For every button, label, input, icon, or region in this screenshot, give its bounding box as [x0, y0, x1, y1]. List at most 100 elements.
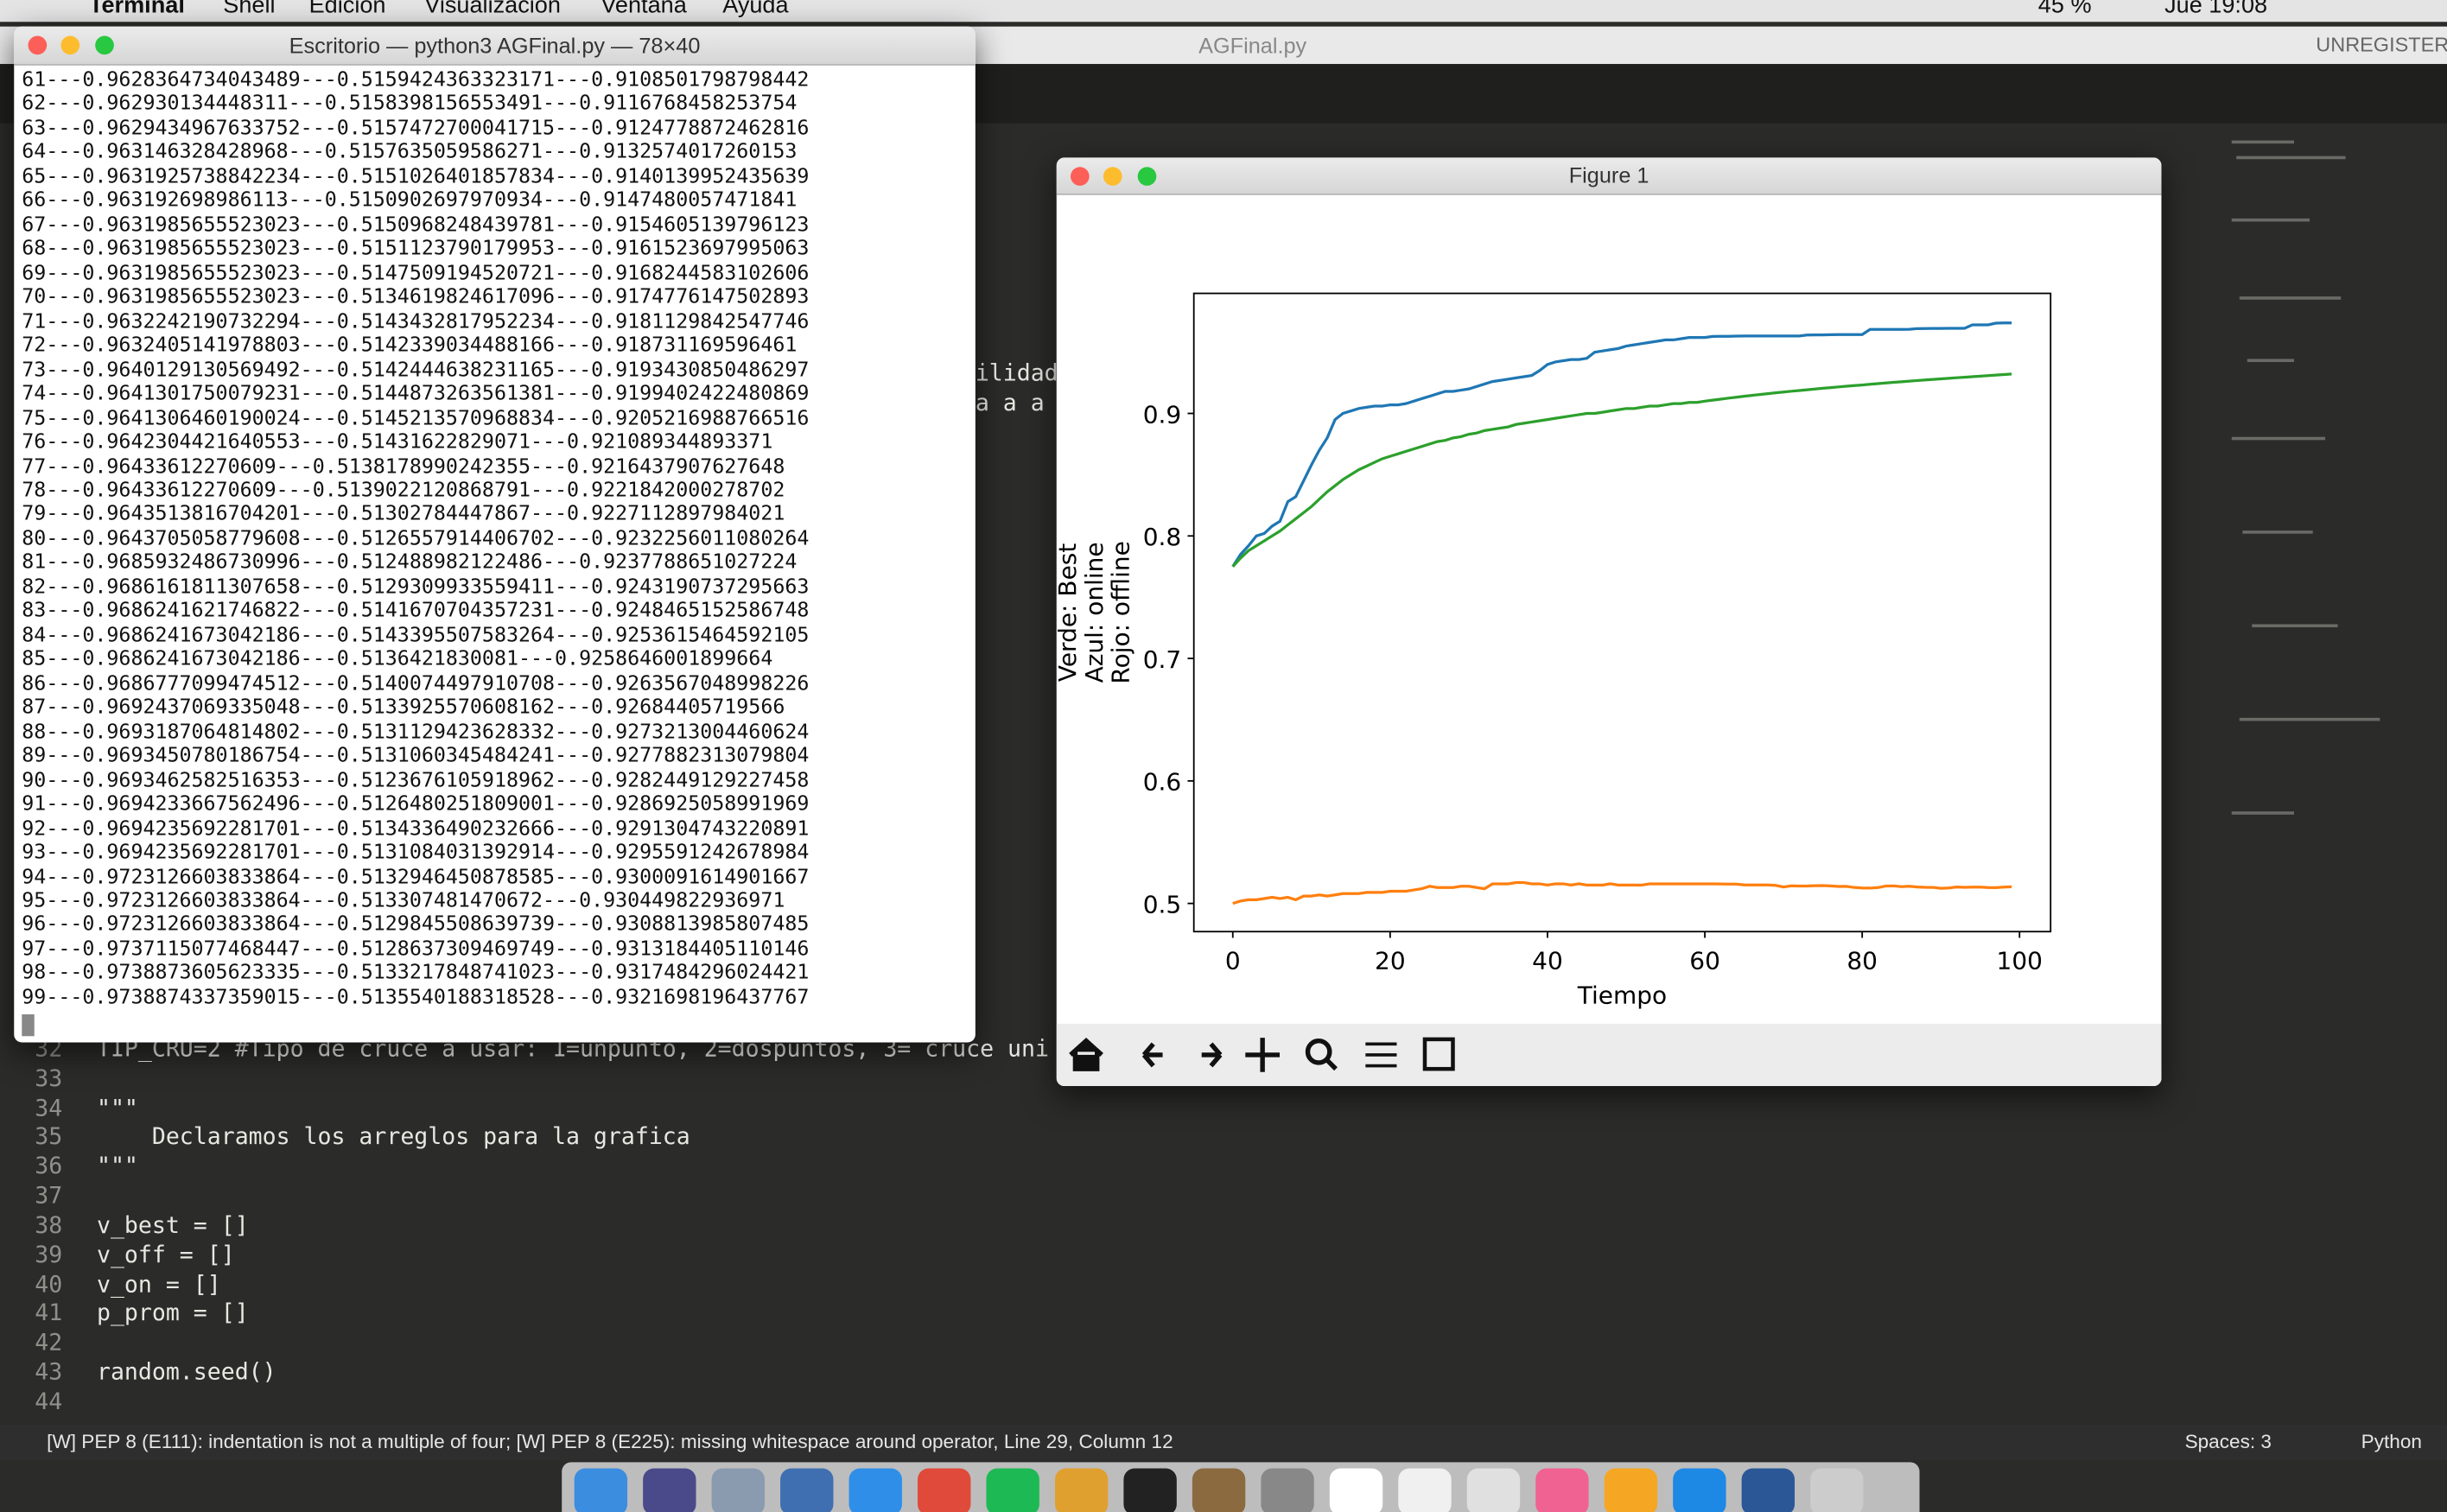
terminal-line: 85---0.9686241673042186---0.513642183008…: [22, 648, 773, 672]
home-button[interactable]: [1069, 1038, 1103, 1071]
status-bar: [W] PEP 8 (E111): indentation is not a m…: [0, 1424, 2447, 1461]
zoom-button[interactable]: [1305, 1038, 1338, 1071]
menu-item[interactable]: Ayuda: [722, 0, 789, 19]
x-tick-label: 100: [1997, 947, 2043, 975]
forward-button[interactable]: [1201, 1042, 1223, 1068]
indent-setting[interactable]: Spaces: 3: [2184, 1431, 2272, 1453]
back-button[interactable]: [1141, 1042, 1163, 1068]
code-line: v_on = []: [96, 1271, 221, 1299]
terminal-line: 94---0.9723126603833864---0.513294645087…: [22, 865, 810, 889]
terminal-line: 77---0.96433612270609---0.51381789902423…: [22, 454, 785, 479]
terminal-line: 82---0.9686161811307658---0.512930993355…: [22, 575, 810, 600]
dock-icon[interactable]: [780, 1468, 834, 1512]
terminal-line: 80---0.9643705058779608---0.512655791440…: [22, 527, 810, 551]
code-line: """: [96, 1153, 138, 1180]
dock-icon[interactable]: [711, 1468, 765, 1512]
y-tick-label: 0.9: [1143, 400, 1182, 429]
terminal-line: 68---0.9631985655523023---0.515112379017…: [22, 238, 810, 262]
dock-icon[interactable]: [1673, 1468, 1726, 1512]
dock-icon[interactable]: [1123, 1468, 1177, 1512]
menu-item[interactable]: Ventana: [601, 0, 687, 19]
figure-window: Figure 1 0.5 0.6 0.7 0.8 0.9 0 20 40 60 80 100 Tiem…: [1056, 157, 2162, 1087]
terminal-line: 93---0.9694235692281701---0.513108403139…: [22, 841, 810, 865]
syntax-setting[interactable]: Python: [2361, 1431, 2422, 1453]
cursor: [22, 1013, 35, 1037]
x-tick-label: 0: [1225, 947, 1241, 975]
minimize-button[interactable]: [60, 35, 80, 55]
dock-icon[interactable]: [1261, 1468, 1314, 1512]
y-axis-label: Verde: Best: [1057, 543, 1082, 683]
y-tick-label: 0.7: [1143, 645, 1182, 674]
terminal-line: 64---0.963146328428968---0.5157635059586…: [22, 141, 798, 165]
series-line: [1231, 372, 2012, 568]
code-line: Declaramos los arreglos para la grafica: [96, 1124, 690, 1151]
dock-icon[interactable]: [643, 1468, 696, 1512]
y-tick-label: 0.8: [1143, 523, 1182, 551]
line-number: 33: [35, 1065, 63, 1092]
menu-item[interactable]: Shell: [223, 0, 276, 19]
battery-status: 45 %: [2037, 0, 2092, 19]
terminal-line: 75---0.9641306460190024---0.514521357096…: [22, 406, 810, 430]
line-number: 38: [35, 1212, 63, 1240]
zoom-button[interactable]: [1137, 167, 1157, 186]
dock-icon[interactable]: [1604, 1468, 1658, 1512]
dock-icon[interactable]: [574, 1468, 628, 1512]
terminal-line: 74---0.9641301750079231---0.514487326356…: [22, 382, 810, 406]
status-message: [W] PEP 8 (E111): indentation is not a m…: [47, 1431, 1173, 1453]
terminal-line: 97---0.9737115077468447---0.512863730946…: [22, 937, 810, 962]
series-line: [1231, 321, 2012, 568]
terminal-line: 99---0.9738874337359015---0.513554018831…: [22, 986, 810, 1010]
terminal-line: 71---0.9632242190732294---0.514343281795…: [22, 309, 810, 334]
license-label: UNREGISTER: [2316, 32, 2447, 57]
code-line: """: [96, 1095, 138, 1121]
dock-icon[interactable]: [986, 1468, 1039, 1512]
line-number: 39: [35, 1242, 63, 1269]
terminal-line: 78---0.96433612270609---0.51390221208687…: [22, 479, 785, 503]
close-button[interactable]: [28, 35, 48, 55]
zoom-button[interactable]: [95, 35, 114, 55]
pan-button[interactable]: [1245, 1038, 1281, 1072]
configure-button[interactable]: [1365, 1042, 1397, 1068]
terminal-line: 73---0.9640129130569492---0.514244463823…: [22, 358, 810, 382]
dock-icon[interactable]: [849, 1468, 902, 1512]
terminal-line: 95---0.9723126603833864---0.513307481470…: [22, 889, 785, 913]
x-tick-label: 80: [1846, 947, 1878, 975]
y-axis-label: Azul: online: [1080, 542, 1109, 683]
x-tick-label: 20: [1375, 947, 1406, 975]
save-button[interactable]: [1422, 1037, 1455, 1071]
series-line: [1232, 880, 2012, 905]
dock-icon[interactable]: [1741, 1468, 1796, 1512]
terminal-title-bar: Escritorio — python3 AGFinal.py — 78×40: [14, 26, 976, 66]
dock-icon[interactable]: [1054, 1468, 1109, 1512]
menu-item[interactable]: Terminal: [88, 0, 185, 19]
line-number: 44: [35, 1388, 63, 1416]
dock: [562, 1462, 1920, 1512]
toolbar: [1056, 1023, 2162, 1087]
terminal-line: 91---0.9694233667562496---0.512648025180…: [22, 792, 810, 816]
chart: 0.5 0.6 0.7 0.8 0.9 0 20 40 60 80 100 Tiempo Verde: …: [1057, 292, 2052, 1009]
minimize-button[interactable]: [1103, 167, 1122, 186]
dock-icon[interactable]: [1810, 1468, 1864, 1512]
close-button[interactable]: [1070, 167, 1090, 186]
menu-item[interactable]: Edición: [308, 0, 386, 19]
menu-item[interactable]: Visualización: [424, 0, 561, 19]
dock-icon[interactable]: [1398, 1468, 1452, 1512]
dock-icon[interactable]: [1466, 1468, 1521, 1512]
dock-icon[interactable]: [1535, 1468, 1589, 1512]
terminal-line: 61---0.9628364734043489---0.515942436332…: [22, 68, 810, 92]
dock-icon[interactable]: [917, 1468, 971, 1512]
line-number: 36: [35, 1153, 63, 1180]
editor-tab[interactable]: AGFinal.py: [1198, 32, 1307, 58]
dock-icon[interactable]: [1329, 1468, 1383, 1512]
terminal-line: 81---0.9685932486730996---0.512488982122…: [22, 551, 798, 575]
code-line: p_prom = []: [96, 1300, 249, 1328]
terminal-line: 76---0.9642304421640553---0.514316228290…: [22, 430, 773, 454]
terminal-line: 84---0.9686241673042186---0.514339550758…: [22, 624, 810, 648]
code-fragment: a a a: [975, 390, 1045, 417]
line-number: 42: [35, 1330, 63, 1357]
terminal-line: 90---0.9693462582516353---0.512367610591…: [22, 768, 810, 792]
figure-title: Figure 1: [1568, 162, 1649, 187]
dock-icon[interactable]: [1192, 1468, 1246, 1512]
line-number: 34: [35, 1095, 63, 1121]
